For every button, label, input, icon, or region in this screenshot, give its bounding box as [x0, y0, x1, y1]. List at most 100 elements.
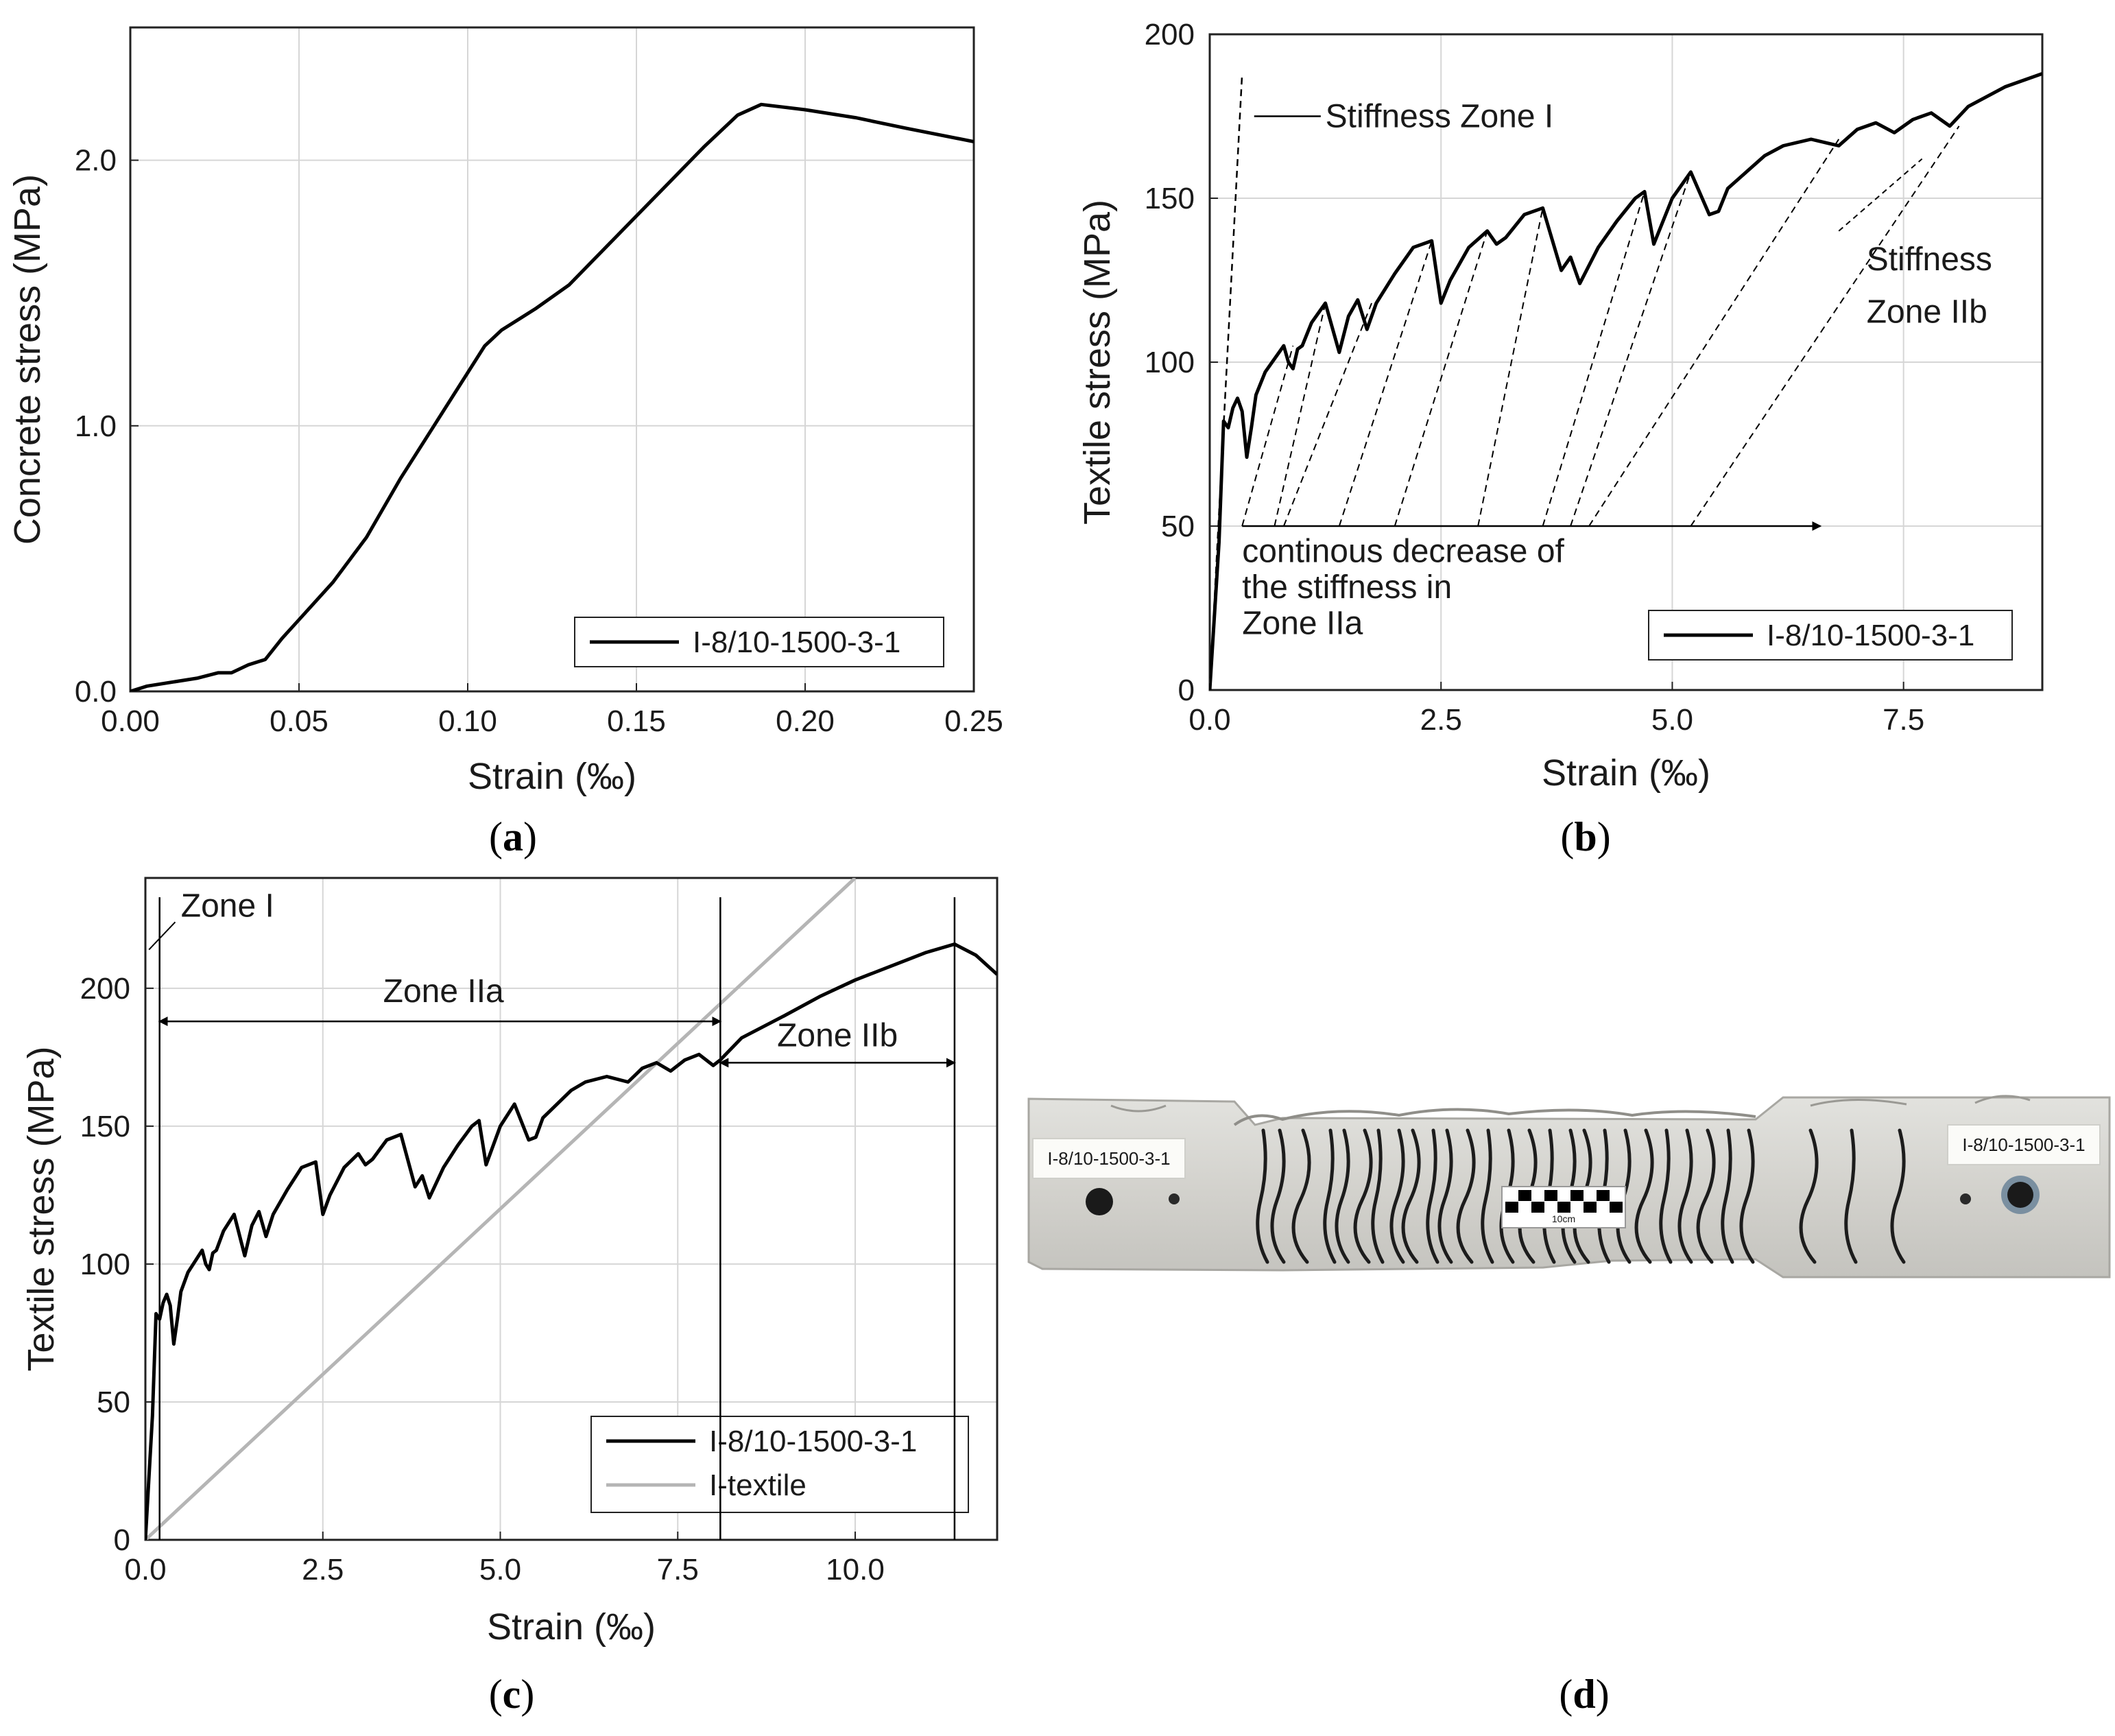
b-decrease-label-3: Zone IIa [1242, 606, 1363, 642]
crack-9 [1426, 1128, 1439, 1264]
c-legend-entry-0: I-8/10-1500-3-1 [709, 1425, 917, 1458]
panel-d-caption-letter: d [1573, 1672, 1595, 1717]
scale-bar-checks [1505, 1190, 1623, 1213]
crack-4 [1335, 1128, 1350, 1264]
b-ytick-label-3: 150 [1145, 182, 1195, 215]
b-stiffness-zone-iia-line-8 [1588, 139, 1840, 527]
scale-check-1 [1518, 1190, 1531, 1201]
panel-b-caption-letter: b [1574, 814, 1597, 859]
panel-d-caption: (d) [1559, 1672, 1609, 1717]
a-ytick-label-2: 2.0 [75, 144, 117, 178]
a-xtick-label-0: 0.00 [101, 704, 160, 738]
a-ytick-label-0: 0.0 [75, 675, 117, 709]
c-xtick-label-3: 7.5 [657, 1553, 699, 1586]
c-xtick-label-0: 0.0 [124, 1553, 166, 1586]
c-ytick-label-1: 50 [97, 1386, 130, 1419]
scale-check-8 [1610, 1202, 1623, 1213]
textile-fibers-top [1233, 1108, 1756, 1126]
scale-bar-label: 10cm [1552, 1213, 1575, 1224]
b-stiffness-zone-iia-line-0 [1241, 345, 1294, 527]
crack-8 [1401, 1128, 1421, 1264]
b-ytick-label-4: 200 [1145, 18, 1195, 51]
scale-check-4 [1557, 1202, 1570, 1213]
panel-b-caption: (b) [1560, 814, 1610, 859]
panel-b-plot: 0.0 2.5 5.0 7.5 0 50 100 150 200 Strain (‰) Textil… [1077, 18, 2044, 794]
crack-7 [1389, 1128, 1405, 1264]
crack-21 [1659, 1128, 1673, 1264]
c-ytick-label-4: 200 [80, 972, 130, 1006]
c-zone-i-leader [148, 921, 176, 951]
crack-6 [1371, 1128, 1385, 1264]
b-stiffness-zone-iia-line-6 [1542, 191, 1645, 527]
crack-3 [1323, 1128, 1337, 1264]
c-xtick-label-2: 5.0 [479, 1553, 521, 1586]
a-xtick-label-4: 0.20 [776, 704, 835, 738]
c-ytick-label-3: 150 [80, 1110, 130, 1143]
crack-24 [1721, 1128, 1734, 1264]
panel-c-plot: 0.0 2.5 5.0 7.5 10.0 0 50 100 150 200 Strain (‰) Te… [21, 877, 999, 1648]
b-legend-entry-0: I-8/10-1500-3-1 [1767, 619, 1974, 652]
a-xtick-label-3: 0.15 [607, 704, 666, 738]
textile-fibers-top-2 [1110, 1095, 2031, 1113]
crack-2 [1291, 1128, 1311, 1264]
crack-26 [1799, 1128, 1819, 1264]
scale-check-0 [1505, 1202, 1518, 1213]
crack-5 [1353, 1128, 1373, 1264]
scale-check-2 [1531, 1202, 1544, 1213]
bolt-hole-right [2007, 1182, 2033, 1208]
c-xtick-label-1: 2.5 [302, 1553, 344, 1586]
b-stiffness-zone-iib-label-1: Stiffness [1867, 241, 1992, 278]
b-stiffness-zone-i-line [1208, 73, 1243, 691]
a-series-0-line [130, 102, 974, 691]
b-stiffness-zone-iia-line-2 [1282, 302, 1372, 527]
crack-12 [1481, 1128, 1494, 1264]
crack-27 [1844, 1128, 1858, 1264]
a-ylabel: Concrete stress (MPa) [7, 174, 48, 545]
panel-d-specimen-photo: I-8/10-1500-3-1 I-8/10-1500-3-1 10cm (d) [1027, 1095, 2111, 1717]
a-axes-frame [129, 26, 975, 693]
c-legend-entry-1: I-textile [709, 1469, 806, 1502]
b-stiffness-zone-iia-line-5 [1477, 208, 1544, 527]
c-zone-i-label: Zone I [181, 888, 274, 924]
specimen-label-left-text: I-8/10-1500-3-1 [1047, 1148, 1170, 1169]
crack-0 [1256, 1128, 1269, 1264]
a-xlabel: Strain (‰) [468, 756, 636, 797]
crack-11 [1456, 1128, 1476, 1264]
b-stiffness-zone-iia-line-7 [1570, 171, 1692, 527]
a-xtick-label-1: 0.05 [270, 704, 328, 738]
crack-10 [1437, 1128, 1453, 1264]
scale-check-6 [1584, 1202, 1597, 1213]
specimen-label-right-text: I-8/10-1500-3-1 [1962, 1134, 2085, 1155]
b-stiffness-zone-iia-line-1 [1274, 302, 1326, 527]
crack-1 [1270, 1128, 1286, 1264]
b-ylabel: Textile stress (MPa) [1077, 200, 1118, 525]
b-xtick-label-0: 0.0 [1188, 703, 1230, 737]
specimen-label-left [1032, 1138, 1186, 1179]
bolt-hole-left [1086, 1188, 1113, 1215]
b-decrease-label-2: the stiffness in [1242, 569, 1452, 606]
small-hole-right [1960, 1193, 1971, 1204]
scale-check-3 [1544, 1190, 1557, 1201]
b-xtick-label-3: 7.5 [1883, 703, 1924, 737]
scale-check-5 [1570, 1190, 1584, 1201]
crack-28 [1890, 1128, 1906, 1264]
c-ytick-label-0: 0 [114, 1523, 130, 1557]
panel-c: 0.0 2.5 5.0 7.5 10.0 0 50 100 150 200 Strain (‰) Te… [21, 877, 999, 1717]
c-xlabel: Strain (‰) [487, 1606, 656, 1648]
panel-a-caption: (a) [489, 814, 537, 859]
small-hole-left [1169, 1193, 1180, 1204]
b-ytick-label-1: 50 [1161, 510, 1195, 543]
crack-22 [1677, 1128, 1693, 1264]
b-stiffness-zone-iia-line-4 [1394, 230, 1488, 527]
b-stiffness-zone-iib-label-2: Zone IIb [1867, 294, 1987, 331]
crack-25 [1739, 1128, 1755, 1264]
c-ytick-label-2: 100 [80, 1248, 130, 1281]
b-ytick-label-0: 0 [1178, 674, 1195, 707]
crack-23 [1696, 1128, 1716, 1264]
c-axes-frame [144, 877, 999, 1541]
c-series-1-line [145, 878, 857, 1540]
b-stiffness-zone-i-label: Stiffness Zone I [1326, 99, 1554, 135]
c-zone-iia-label: Zone IIa [383, 973, 504, 1010]
panel-c-caption-letter: c [503, 1672, 521, 1717]
